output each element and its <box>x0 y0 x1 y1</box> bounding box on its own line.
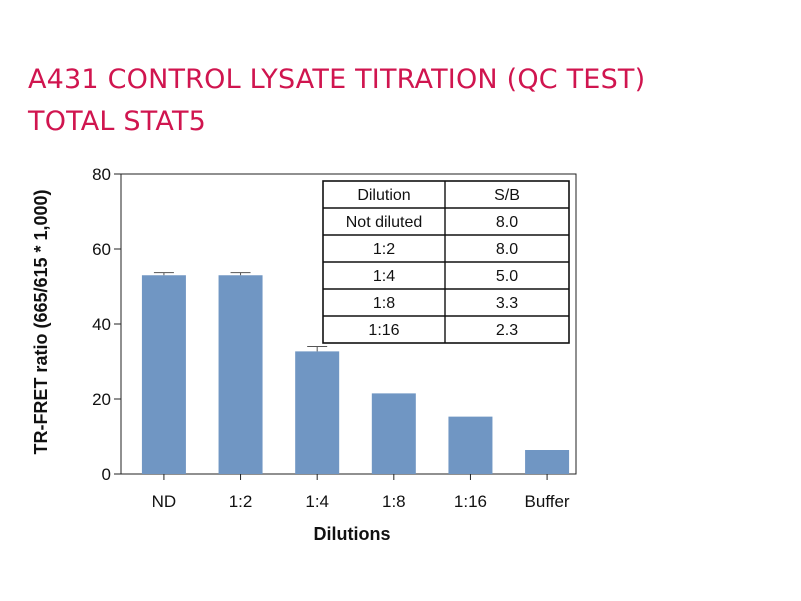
y-tick-label: 80 <box>92 165 111 184</box>
x-tick-label: Buffer <box>525 492 570 511</box>
table-cell: 1:4 <box>373 268 395 285</box>
table-header-cell: S/B <box>494 187 520 204</box>
axes <box>114 173 577 480</box>
bar <box>371 393 416 474</box>
table-cell: 8.0 <box>496 241 518 258</box>
x-tick-label: 1:2 <box>229 492 253 511</box>
y-tick-labels: 0 20 40 60 80 <box>92 165 111 484</box>
y-axis-label: TR-FRET ratio (665/615 * 1,000) <box>31 189 51 454</box>
table-cell: 3.3 <box>496 295 518 312</box>
y-tick-label: 60 <box>92 240 111 259</box>
table-cell: 5.0 <box>496 268 518 285</box>
y-tick-label: 40 <box>92 315 111 334</box>
sb-table: Dilution S/B Not diluted 8.0 1:2 8.0 1:4 5.0 1:8… <box>322 180 570 344</box>
bar <box>218 275 263 474</box>
x-tick-labels: ND 1:2 1:4 1:8 1:16 Buffer <box>152 492 570 511</box>
chart-subtitle: TOTAL STAT5 <box>28 106 207 137</box>
table-cell: 8.0 <box>496 214 518 231</box>
table-header-cell: Dilution <box>357 187 410 204</box>
y-tick-label: 20 <box>92 390 111 409</box>
x-tick-label: ND <box>152 492 177 511</box>
y-tick-label: 0 <box>102 465 111 484</box>
bar <box>295 351 340 474</box>
x-tick-label: 1:4 <box>305 492 329 511</box>
chart-title: A431 CONTROL LYSATE TITRATION (QC TEST) <box>28 64 646 95</box>
x-tick-label: 1:8 <box>382 492 406 511</box>
table-cell: 1:8 <box>373 295 395 312</box>
bar <box>141 275 186 474</box>
bar <box>525 450 570 474</box>
bars <box>141 272 570 474</box>
table-cell: 2.3 <box>496 322 518 339</box>
x-axis-label: Dilutions <box>314 524 391 544</box>
bar <box>448 416 493 474</box>
table-cell: Not diluted <box>346 214 423 231</box>
x-tick-label: 1:16 <box>454 492 487 511</box>
table-cell: 1:16 <box>368 322 399 339</box>
table-cell: 1:2 <box>373 241 395 258</box>
